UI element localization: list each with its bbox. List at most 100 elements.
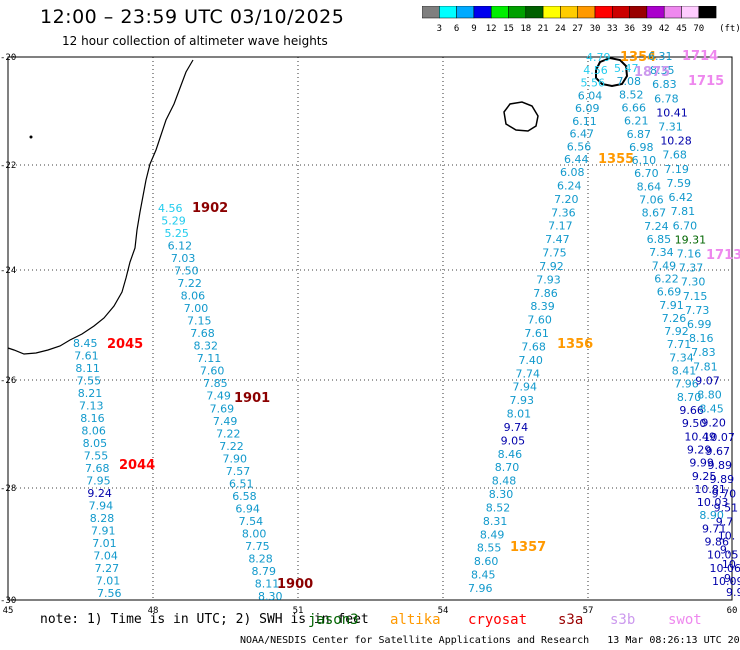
wave-height-value: 8.67: [642, 207, 667, 220]
wave-height-value: 7.36: [551, 206, 576, 219]
legend-item-s3a: s3a: [558, 612, 584, 628]
wave-height-value: 7.04: [93, 550, 118, 563]
wave-height-value: 7.20: [554, 193, 579, 206]
wave-height-value: 7.73: [685, 304, 710, 317]
wave-height-value: 10.09: [712, 575, 740, 588]
mauritius-coastline: [595, 56, 629, 88]
wave-height-value: 4.56: [583, 64, 608, 77]
wave-height-value: 5.56: [581, 77, 606, 90]
wave-height-value: 8.31: [483, 515, 508, 528]
wave-height-value: 6.69: [657, 286, 682, 299]
lat-tick-label: -28: [0, 484, 16, 494]
wave-height-value: 5.47: [614, 62, 639, 75]
wave-height-value: 9.89: [710, 473, 735, 486]
wave-height-value: 8.21: [78, 387, 103, 400]
lon-tick-label: 57: [583, 606, 594, 616]
wave-height-value: 7.22: [216, 427, 241, 440]
wave-height-value: 7.83: [691, 346, 716, 359]
colorbar-tick-label: 21: [538, 24, 549, 34]
wave-height-value: 8.00: [242, 527, 267, 540]
wave-height-value: 4.56: [158, 202, 183, 215]
wave-height-value: 7.61: [74, 350, 99, 363]
wave-height-value: 7.61: [524, 327, 549, 340]
wave-height-value: 7.86: [533, 287, 558, 300]
wave-height-value: 8.64: [637, 180, 662, 193]
wave-height-value: 8.49: [480, 528, 505, 541]
wave-height-value: 7.31: [658, 121, 683, 134]
wave-height-value: 7.34: [649, 246, 674, 259]
wave-height-value: 6.70: [673, 219, 698, 232]
colorbar-tick-label: 42: [659, 24, 670, 34]
wave-height-value: 7.22: [177, 277, 202, 290]
lon-tick-label: 60: [727, 606, 738, 616]
wave-height-value: 7.60: [200, 365, 225, 378]
wave-height-value: 6.44: [564, 153, 589, 166]
wave-height-value: 7.13: [79, 400, 104, 413]
wave-height-value: 7.49: [206, 390, 231, 403]
wave-height-value: 6.98: [629, 141, 654, 154]
reunion-coastline: [503, 101, 539, 132]
wave-height-value: 6.22: [654, 272, 679, 285]
colorbar-tick-label: 9: [471, 24, 476, 34]
wave-height-value: 7.54: [239, 515, 263, 528]
lon-tick-label: 45: [3, 606, 14, 616]
track-id-label: 1902: [192, 201, 228, 216]
wave-height-value: 6.11: [572, 115, 597, 128]
wave-height-value: 8.60: [474, 555, 499, 568]
wave-height-value: 7.01: [96, 575, 121, 588]
wave-height-value: 9.74: [504, 421, 529, 434]
wave-height-value: 7.59: [666, 177, 691, 190]
colorbar-tick-label: 30: [590, 24, 601, 34]
wave-height-value: 7.30: [681, 276, 706, 289]
track-id-label: 1715: [688, 74, 724, 89]
colorbar-tick-label: 12: [486, 24, 497, 34]
wave-height-value: 9.50: [682, 417, 707, 430]
wave-height-value: 5.29: [161, 215, 186, 228]
wave-height-value: 7.68: [521, 340, 546, 353]
wave-height-value: 8.06: [181, 290, 206, 303]
wave-height-value: 7.11: [197, 352, 222, 365]
wave-height-value: 6.04: [578, 89, 603, 102]
wave-height-value: 10.: [718, 530, 736, 543]
legend-item-jason3: jason3: [308, 612, 359, 628]
wave-height-value: 9.89: [708, 459, 733, 472]
wave-height-value: 6.99: [687, 318, 712, 331]
wave-height-value: 7.34: [669, 351, 694, 364]
wave-height-value: 6.47: [570, 128, 595, 141]
wave-height-value: 8.32: [193, 340, 218, 353]
wave-height-value: 7.15: [683, 290, 708, 303]
wave-height-value: 7.96: [674, 378, 699, 391]
wave-height-value: 9.05: [501, 434, 525, 447]
wave-height-value: 6.31: [648, 50, 673, 63]
colorbar-tick-label: 70: [693, 24, 704, 34]
wave-height-value: 7.15: [187, 315, 212, 328]
wave-height-value: 7.56: [97, 587, 122, 600]
wave-height-value: 7.27: [95, 562, 120, 575]
track-1357: 1357: [510, 540, 546, 555]
colorbar-tick-label: 3: [437, 24, 442, 34]
wave-height-value: 9.: [724, 572, 735, 585]
track-1900: 1900: [277, 577, 313, 592]
lat-tick-label: -22: [0, 161, 16, 171]
wave-height-value: 7.92: [539, 260, 564, 273]
wave-height-value: 7.75: [245, 540, 270, 553]
footer-credit: NOAA/NESDIS Center for Satellite Applica…: [240, 635, 740, 646]
wave-height-value: 8.30: [258, 590, 283, 603]
footer-note: note: 1) Time is in UTC; 2) SWH is in fe…: [40, 612, 369, 627]
wave-height-colorbar: 3 6 9 12 15 18 21 24 27 30 33 36 39 42 45 70 (ft): [422, 6, 740, 34]
track-id-label: 1714: [682, 49, 718, 64]
wave-height-value: 8.28: [90, 512, 115, 525]
lat-tick-label: -30: [0, 596, 16, 606]
track-2045: 8.457.618.117.558.217.138.168.068.057.55…: [73, 337, 143, 600]
wave-height-value: 8.11: [255, 577, 280, 590]
lon-tick-label: 54: [438, 606, 449, 616]
colorbar-tick-label: 33: [607, 24, 618, 34]
wave-height-value: 7.40: [518, 354, 543, 367]
legend-item-cryosat: cryosat: [468, 612, 528, 628]
wave-height-value: 8.48: [492, 475, 517, 488]
wave-height-value: 7.74: [515, 367, 540, 380]
lat-tick-label: -24: [0, 266, 16, 276]
wave-height-value: 7.49: [652, 259, 677, 272]
wave-height-value: 7.26: [662, 312, 687, 325]
